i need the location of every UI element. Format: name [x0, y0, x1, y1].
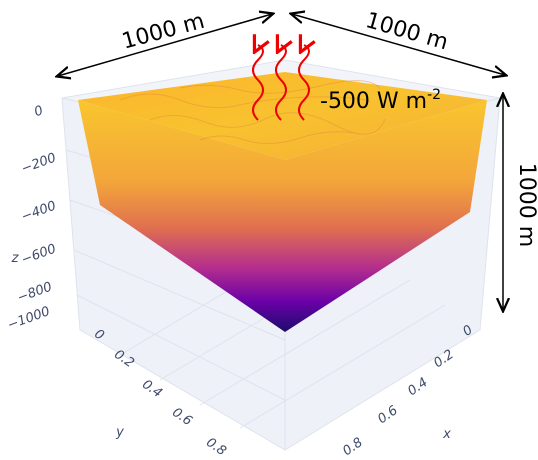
depth-label: 1000 m — [363, 8, 451, 55]
z-axis-label: z — [11, 251, 20, 266]
y-tick-label: 0.6 — [169, 405, 195, 429]
z-tick-label: −1000 — [6, 304, 52, 333]
z-tick-label: −600 — [19, 242, 58, 268]
y-tick-label: 0.8 — [203, 435, 229, 459]
y-axis-label: y — [115, 425, 124, 440]
flux-exponent: -2 — [427, 87, 441, 103]
height-label: 1000 m — [514, 163, 538, 247]
x-axis-label: x — [442, 427, 451, 442]
figure: 1000 m 1000 m 1000 m -500 W m-2 0 −200 −40… — [0, 0, 538, 460]
width-label: 1000 m — [119, 9, 207, 55]
y-tick-label: 0.4 — [139, 377, 165, 401]
z-tick-label: 0 — [32, 103, 45, 120]
z-tick-label: −200 — [19, 151, 58, 177]
x-tick-label: 0.6 — [375, 403, 401, 427]
flux-text: -500 W m — [320, 89, 427, 114]
z-tick-label: −400 — [19, 199, 58, 225]
x-tick-label: 0.4 — [405, 375, 431, 399]
flux-label: -500 W m-2 — [320, 87, 441, 114]
x-tick-label: 0.8 — [340, 435, 366, 459]
z-tick-label: −800 — [15, 280, 54, 306]
